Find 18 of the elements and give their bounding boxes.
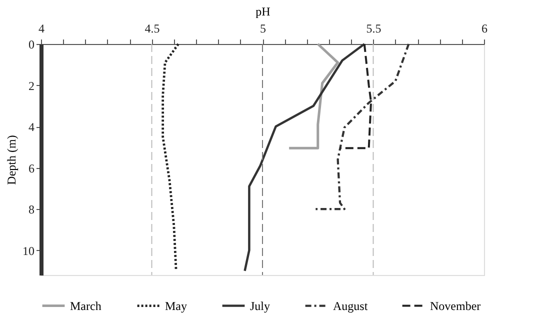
x-tick-label: 6 [482, 22, 488, 36]
legend-label: July [250, 298, 270, 313]
x-tick-label: 5 [260, 22, 266, 36]
x-tick-label: 4 [38, 22, 44, 36]
x-axis-title: pH [256, 4, 271, 18]
y-tick-label: 6 [28, 161, 34, 176]
y-tick-label: 2 [28, 78, 34, 93]
x-tick-label: 4.5 [144, 22, 160, 36]
x-tick-label: 5.5 [366, 22, 382, 36]
legend-label: November [430, 298, 481, 313]
y-tick-label: 10 [22, 244, 34, 258]
y-tick-label: 0 [28, 38, 34, 52]
y-tick-label: 8 [28, 202, 34, 216]
y-tick-label: 4 [28, 120, 34, 134]
y-axis-title: Depth (m) [4, 135, 18, 185]
legend-label: May [165, 298, 187, 313]
legend-label: August [333, 298, 368, 313]
legend-label: March [70, 298, 102, 313]
